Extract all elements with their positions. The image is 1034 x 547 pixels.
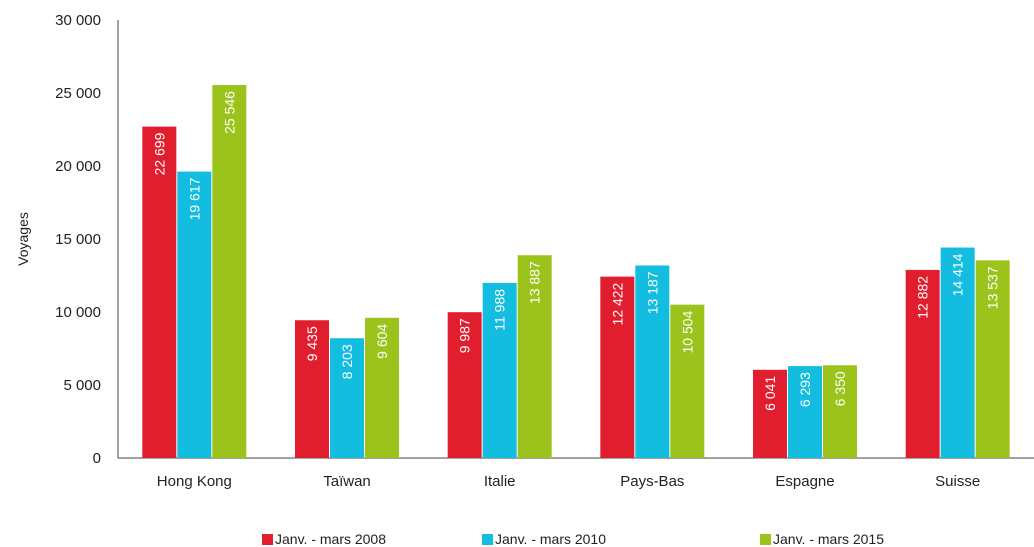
category-label: Pays-Bas (620, 473, 684, 490)
x-axis: Hong Kong Taïwan Italie Pays-Bas Espagne Suis… (118, 457, 1034, 490)
data-label: 13 537 (985, 266, 1001, 309)
bar (330, 338, 364, 458)
data-label: 12 422 (609, 282, 625, 325)
legend-label: Janv. - mars 2010 (495, 531, 607, 547)
y-axis-title: Voyages (15, 212, 31, 266)
y-tick-label: 25 000 (55, 85, 101, 102)
data-label: 22 699 (151, 132, 167, 175)
legend-item: Janv. - mars 2010 (482, 531, 606, 547)
y-tick-label: 15 000 (55, 231, 101, 248)
y-tick-label: 5 000 (63, 377, 101, 394)
y-tick-label: 30 000 (55, 12, 101, 29)
data-label: 6 041 (762, 376, 778, 411)
bars (142, 85, 1010, 459)
data-label: 6 293 (797, 372, 813, 407)
data-label: 9 604 (374, 324, 390, 359)
bar (177, 171, 212, 458)
bar (295, 320, 329, 458)
bar (635, 265, 670, 458)
legend-swatch (262, 533, 273, 545)
y-axis: 0 5 000 10 000 15 000 20 000 25 000 30 000 (55, 12, 119, 467)
data-label: 11 988 (492, 289, 508, 331)
category-label: Espagne (775, 473, 834, 490)
bar (940, 247, 975, 458)
bar (753, 369, 787, 458)
category-label: Italie (484, 473, 516, 490)
data-label: 10 504 (679, 310, 695, 353)
data-label: 9 435 (304, 326, 320, 361)
bar (142, 126, 177, 458)
bar (447, 312, 482, 458)
legend-label: Janv. - mars 2008 (275, 531, 387, 547)
bar (788, 366, 822, 458)
y-tick-label: 20 000 (55, 158, 101, 175)
data-label: 13 187 (644, 271, 660, 314)
data-label: 9 987 (457, 318, 473, 353)
bar (823, 365, 857, 458)
legend-label: Janv. - mars 2015 (773, 531, 885, 547)
bar (905, 269, 940, 458)
legend-item: Janv. - mars 2008 (262, 531, 386, 547)
bar (482, 282, 517, 458)
data-label: 12 882 (915, 276, 931, 319)
category-label: Hong Kong (157, 473, 232, 490)
y-tick-label: 10 000 (55, 304, 101, 321)
category-label: Suisse (935, 473, 980, 490)
data-label: 8 203 (339, 344, 355, 379)
bar (365, 317, 399, 458)
legend-swatch (482, 533, 493, 545)
data-label: 6 350 (832, 371, 848, 406)
legend-swatch (760, 533, 771, 545)
bar (517, 255, 552, 458)
y-tick-label: 0 (93, 450, 101, 467)
bar (975, 260, 1010, 458)
data-label: 25 546 (221, 91, 237, 134)
data-labels: 22 699 9 435 9 987 12 422 6 041 12 882 19 617 8… (151, 91, 1000, 411)
bar (212, 85, 247, 459)
bar (670, 304, 705, 458)
category-label: Taïwan (323, 473, 371, 490)
data-label: 14 414 (950, 253, 966, 296)
data-label: 19 617 (186, 177, 202, 220)
bar (600, 276, 635, 458)
legend-item: Janv. - mars 2015 (760, 531, 884, 547)
data-label: 13 887 (527, 261, 543, 304)
